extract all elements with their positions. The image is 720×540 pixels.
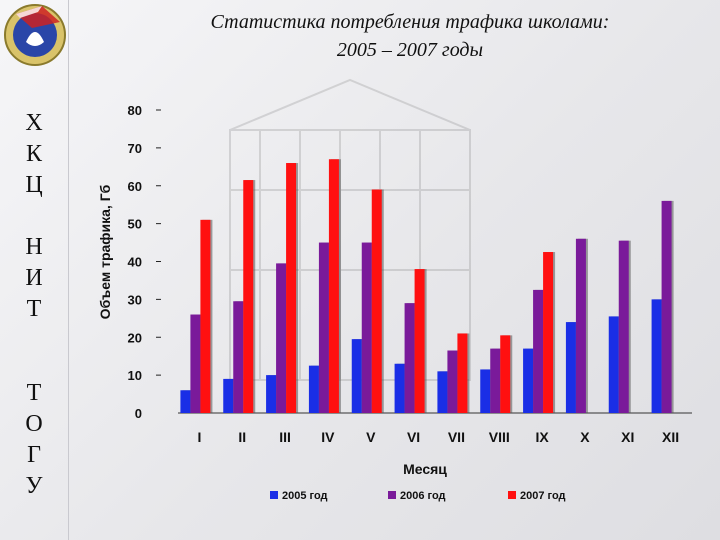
side-letter: Т [26,380,42,406]
x-tick-label: V [366,429,376,445]
bar-2005-год-V [351,339,362,413]
bar-2006-год-IV [318,242,329,413]
slide-title-line-2: 2005 – 2007 годы [336,39,484,61]
x-tick-label: XI [621,429,634,445]
legend-swatch-3 [508,491,516,499]
bar-2005-год-II [223,378,234,413]
bar-2005-год-XII [651,299,662,413]
x-axis-label: Месяц [403,461,447,477]
bar-2007-год-VII [457,333,468,413]
bar-2005-год-XI [608,316,619,413]
bar-2007-год-VIII [500,335,511,413]
bar-2006-год-III [276,263,287,413]
side-letter: О [25,411,43,437]
bar-2006-год-V [361,242,372,413]
vertical-divider [68,0,69,540]
side-letter: Г [27,442,41,468]
logo-emblem [4,4,66,66]
x-tick-label: X [580,429,590,445]
y-tick-label: 50 [128,217,142,232]
bar-2005-год-IX [523,348,534,413]
bar-2006-год-II [233,301,244,413]
bar-2006-год-X [575,238,586,413]
x-tick-label: IX [535,429,549,445]
y-tick-label: 30 [128,292,142,307]
bar-2005-год-IV [308,365,319,413]
bar-2006-год-XI [618,240,629,413]
side-letter: Т [26,296,42,322]
bar-2007-год-IV [328,159,339,413]
y-tick-label: 20 [128,330,142,345]
bar-2005-год-VII [437,371,448,413]
bar-2005-год-X [565,322,576,413]
bar-2007-год-I [200,219,211,413]
y-tick-label: 40 [128,255,142,270]
x-tick-label: III [279,429,291,445]
bar-2006-год-I [190,314,201,413]
legend-label-1: 2005 год [282,490,328,502]
bar-2005-год-VI [394,363,405,413]
bar-2006-год-IX [533,289,544,413]
side-letter: Ц [25,172,43,198]
bar-2007-год-II [243,180,254,413]
y-tick-label: 70 [128,141,142,156]
side-letter: У [25,473,43,499]
x-tick-label: I [197,429,201,445]
y-tick-label: 80 [128,103,142,118]
x-tick-label: II [238,429,246,445]
slide-title: Статистика потребления трафика школами: … [110,8,710,64]
y-axis-label: Объем трафика, Гб [97,184,113,319]
legend-swatch-1 [270,491,278,499]
x-tick-label: VII [448,429,465,445]
y-tick-label: 0 [135,406,142,421]
side-letter: И [25,265,43,291]
bar-2007-год-III [286,163,297,413]
bar-2005-год-I [180,390,191,413]
bar-2005-год-III [266,375,277,413]
bar-2007-год-IX [543,252,554,413]
x-tick-label: VI [407,429,420,445]
bar-2006-год-XII [661,200,672,413]
side-letter: К [25,141,42,167]
bar-2006-год-VIII [490,348,501,413]
legend-swatch-2 [388,491,396,499]
bar-2007-год-V [371,189,382,413]
legend-label-3: 2007 год [520,490,566,502]
bar-2006-год-VI [404,303,415,413]
x-tick-label: XII [662,429,679,445]
x-tick-label: IV [321,429,335,445]
side-letter: Н [25,234,43,260]
y-tick-label: 60 [128,179,142,194]
bar-2007-год-VI [414,269,425,413]
side-letter: Х [25,110,43,136]
legend-label-2: 2006 год [400,490,446,502]
bar-2005-год-VIII [480,369,491,413]
y-tick-label: 10 [128,368,142,383]
slide-title-line-1: Статистика потребления трафика школами: [210,11,610,33]
x-tick-label: VIII [489,429,510,445]
bar-2006-год-VII [447,350,458,413]
